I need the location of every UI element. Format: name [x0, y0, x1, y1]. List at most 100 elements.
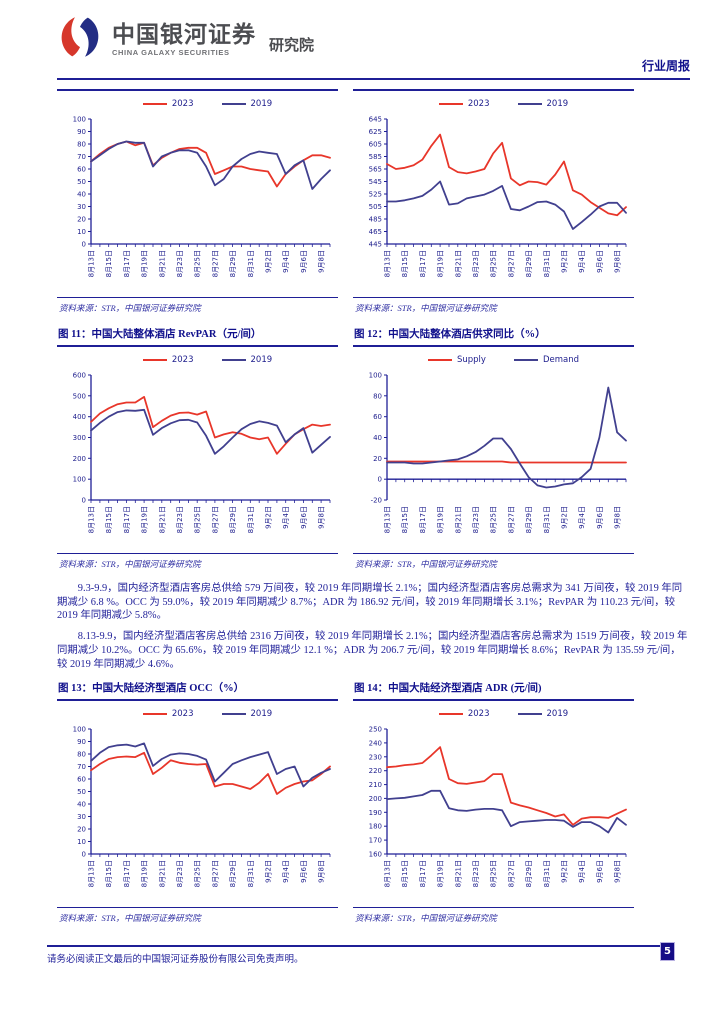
svg-text:0: 0 [82, 241, 86, 249]
svg-text:500: 500 [73, 392, 86, 400]
svg-text:100: 100 [369, 372, 382, 380]
figure-title-rule [353, 345, 634, 347]
svg-text:8月21日: 8月21日 [454, 860, 462, 887]
chart-svg: -20 0 20 40 60 80 100 8月13日 8月15日 8月17日 8月19日 8月21日… [369, 372, 627, 533]
svg-text:8月21日: 8月21日 [158, 506, 166, 533]
figure-row-3: 图 13：中国大陆经济型酒店 OCC（%） 2023 2019 0 10 20 30 40… [57, 678, 724, 929]
chart-svg: 160 170 180 190 200 210 220 230 240 250 8月13日 8月15日… [369, 726, 627, 888]
legend-key-line [513, 358, 538, 361]
svg-text:8月19日: 8月19日 [437, 860, 445, 887]
svg-text:9月4日: 9月4日 [578, 506, 586, 529]
svg-text:8月31日: 8月31日 [247, 860, 255, 887]
svg-text:465: 465 [369, 228, 382, 236]
figure-title-rule [353, 699, 634, 702]
svg-text:8月29日: 8月29日 [229, 506, 237, 533]
svg-text:9月8日: 9月8日 [614, 860, 622, 883]
figure-title: 图 12：中国大陆整体酒店供求同比（%） [354, 329, 546, 340]
svg-text:9月6日: 9月6日 [300, 860, 308, 883]
figure-adr-overall: 2023 2019 445 465 485 505 525 545 565 585 605 625 6… [353, 89, 634, 319]
legend-key-line [438, 712, 463, 715]
chart-legend: 2023 2019 [77, 352, 338, 367]
legend-label: 2023 [171, 354, 194, 365]
legend-key-line [142, 712, 167, 715]
legend-item: Demand [513, 355, 579, 365]
legend-label: 2019 [250, 354, 273, 365]
legend-label: 2019 [546, 98, 569, 109]
legend-label: 2019 [250, 708, 273, 719]
svg-text:200: 200 [369, 795, 382, 803]
svg-text:90: 90 [77, 128, 86, 136]
source-note: 资料来源：STR，中国银河证券研究院 [59, 913, 201, 924]
occ-overall-chart: 0 10 20 30 40 50 60 70 80 90 100 8月13日 8月15日 8月17日 8月1… [57, 111, 338, 296]
svg-text:40: 40 [373, 434, 382, 442]
chart-legend: 2023 2019 [77, 706, 338, 721]
svg-text:545: 545 [369, 178, 382, 186]
occ-economy-chart: 0 10 20 30 40 50 60 70 80 90 100 8月13日 8月15日 8月17日 8月1… [57, 721, 338, 906]
svg-text:600: 600 [73, 372, 86, 380]
svg-text:8月27日: 8月27日 [211, 250, 219, 277]
svg-text:20: 20 [373, 455, 382, 463]
source-note: 资料来源：STR，中国银河证券研究院 [355, 913, 497, 924]
footer-rule [47, 945, 674, 947]
figure-bottom-rule [353, 297, 634, 298]
svg-text:8月13日: 8月13日 [88, 506, 96, 533]
svg-text:50: 50 [77, 178, 86, 186]
adr-overall-chart: 445 465 485 505 525 545 565 585 605 625 645 8月13日 8月… [353, 111, 634, 296]
figure-bottom-rule [57, 297, 338, 298]
figure-occ-economy: 图 13：中国大陆经济型酒店 OCC（%） 2023 2019 0 10 20 30 40… [57, 678, 338, 929]
legend-label: 2023 [467, 708, 490, 719]
svg-text:0: 0 [82, 851, 86, 859]
figure-adr-economy: 图 14：中国大陆经济型酒店 ADR (元/间) 2023 2019 160 170… [353, 678, 634, 929]
legend-item: 2023 [142, 709, 194, 719]
legend-key-line [142, 358, 167, 361]
figure-bottom-rule [353, 907, 634, 909]
svg-text:8月13日: 8月13日 [384, 250, 392, 277]
svg-text:8月25日: 8月25日 [490, 860, 498, 887]
svg-text:8月19日: 8月19日 [437, 506, 445, 533]
svg-text:100: 100 [73, 116, 86, 124]
svg-text:8月27日: 8月27日 [211, 506, 219, 533]
svg-text:8月17日: 8月17日 [123, 250, 131, 277]
svg-text:190: 190 [369, 809, 382, 817]
figure-bottom-rule [353, 553, 634, 554]
svg-text:50: 50 [77, 788, 86, 796]
svg-text:100: 100 [73, 476, 86, 484]
svg-text:8月27日: 8月27日 [507, 860, 515, 887]
svg-text:8月17日: 8月17日 [419, 250, 427, 277]
legend-label: 2023 [467, 98, 490, 109]
legend-key-line [221, 712, 246, 715]
svg-text:8月27日: 8月27日 [211, 860, 219, 887]
chart-legend: 2023 2019 [373, 96, 634, 111]
svg-text:8月13日: 8月13日 [384, 860, 392, 887]
svg-text:30: 30 [77, 813, 86, 821]
svg-text:230: 230 [369, 754, 382, 762]
legend-key-line [221, 102, 246, 105]
svg-text:565: 565 [369, 166, 382, 174]
svg-text:240: 240 [369, 740, 382, 748]
svg-text:585: 585 [369, 153, 382, 161]
svg-text:60: 60 [373, 413, 382, 421]
svg-text:9月8日: 9月8日 [614, 506, 622, 529]
svg-text:9月8日: 9月8日 [318, 250, 326, 273]
svg-text:30: 30 [77, 203, 86, 211]
legend-item: Supply [427, 354, 486, 365]
svg-text:0: 0 [82, 497, 86, 505]
svg-text:8月29日: 8月29日 [229, 860, 237, 887]
svg-text:160: 160 [369, 851, 382, 859]
legend-label: 2019 [546, 708, 569, 719]
source-note: 资料来源：STR，中国银河证券研究院 [59, 303, 201, 313]
svg-text:8月21日: 8月21日 [454, 250, 462, 277]
svg-text:80: 80 [77, 141, 86, 149]
svg-text:9月4日: 9月4日 [578, 860, 586, 883]
svg-text:8月19日: 8月19日 [141, 506, 149, 533]
svg-text:8月13日: 8月13日 [88, 250, 96, 277]
legend-item: 2019 [221, 354, 273, 365]
svg-text:605: 605 [369, 141, 382, 149]
brand-name-cn: 中国银河证券 [112, 20, 256, 47]
source-note: 资料来源：STR，中国银河证券研究院 [355, 559, 497, 569]
svg-text:8月15日: 8月15日 [401, 506, 409, 533]
chart-legend: 2023 2019 [77, 96, 338, 111]
legend-label: Supply [456, 354, 486, 365]
source-note: 资料来源：STR，中国银河证券研究院 [59, 559, 201, 569]
